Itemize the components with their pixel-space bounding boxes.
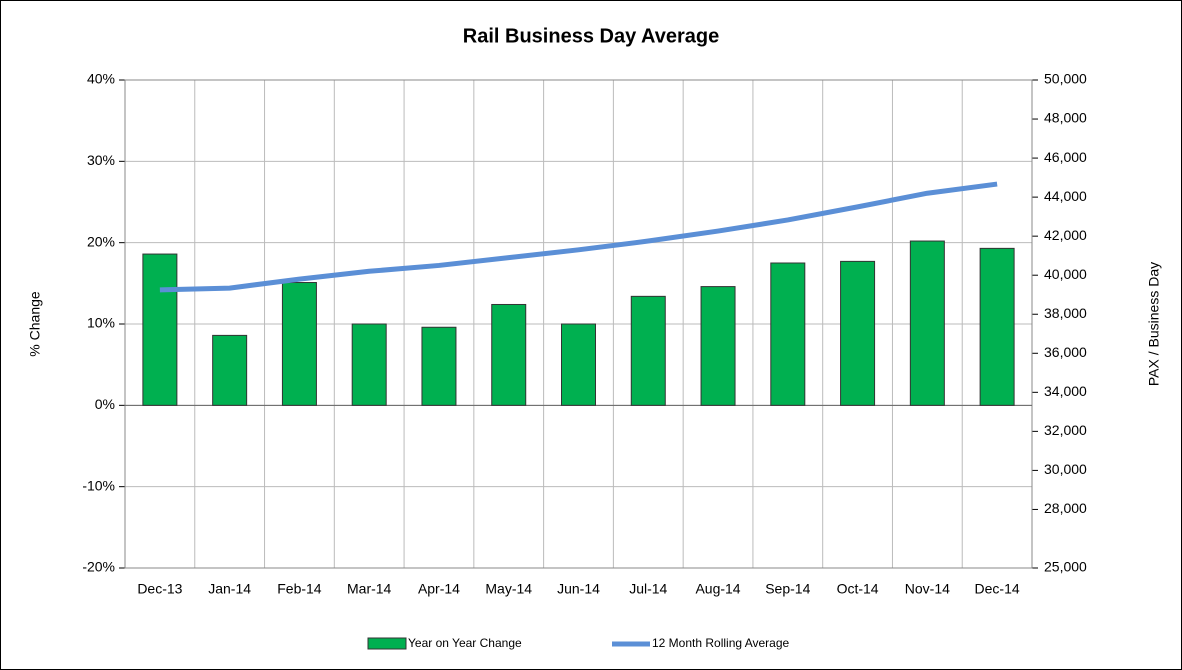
x-tick-label: Jul-14 <box>629 581 667 597</box>
y-tick-label: 40% <box>87 71 115 87</box>
bar <box>212 334 248 406</box>
y-axis-label: % Change <box>27 291 43 357</box>
y-tick-label: -10% <box>82 477 115 493</box>
bar <box>142 253 178 406</box>
x-tick-label: Dec-14 <box>975 581 1020 597</box>
x-tick-label: Feb-14 <box>277 581 322 597</box>
y2-tick-label: 28,000 <box>1044 500 1087 516</box>
y2-tick-label: 48,000 <box>1044 110 1087 126</box>
x-tick-label: Nov-14 <box>905 581 950 597</box>
chart-title: Rail Business Day Average <box>463 25 719 47</box>
y-tick-label: 0% <box>95 396 115 412</box>
bar <box>630 295 666 406</box>
bar <box>840 260 876 406</box>
bar <box>909 240 945 406</box>
line <box>159 181 998 293</box>
x-tick-label: Apr-14 <box>418 581 460 597</box>
legend-label: Year on Year Change <box>408 636 522 650</box>
y2-tick-label: 38,000 <box>1044 305 1087 321</box>
y2-tick-label: 44,000 <box>1044 188 1087 204</box>
y2-tick-label: 36,000 <box>1044 344 1087 360</box>
x-tick-label: Oct-14 <box>837 581 879 597</box>
y-tick-label: 10% <box>87 315 115 331</box>
x-tick-label: Aug-14 <box>695 581 740 597</box>
x-tick-label: Dec-13 <box>137 581 182 597</box>
y2-tick-label: 30,000 <box>1044 461 1087 477</box>
bar <box>491 303 527 406</box>
bar <box>979 247 1015 406</box>
x-tick-label: Sep-14 <box>765 581 810 597</box>
y2-axis-label: PAX / Business Day <box>1146 262 1162 386</box>
bar <box>561 323 596 406</box>
legend-label: 12 Month Rolling Average <box>652 636 790 650</box>
x-tick-label: May-14 <box>485 581 532 597</box>
x-tick-label: Jun-14 <box>557 581 600 597</box>
y2-tick-label: 40,000 <box>1044 266 1087 282</box>
x-tick-label: Mar-14 <box>347 581 392 597</box>
bar <box>281 282 317 406</box>
plot-border <box>124 79 1033 569</box>
y-tick-label: 30% <box>87 152 115 168</box>
y2-tick-label: 46,000 <box>1044 149 1087 165</box>
y2-tick-label: 32,000 <box>1044 422 1087 438</box>
y-tick-label: -20% <box>82 559 115 575</box>
y2-tick-label: 42,000 <box>1044 227 1087 243</box>
y-tick-label: 20% <box>87 233 115 249</box>
x-tick-label: Jan-14 <box>208 581 251 597</box>
y2-tick-label: 50,000 <box>1044 71 1087 87</box>
bar <box>421 326 457 406</box>
legend-swatch <box>367 637 407 650</box>
bar <box>700 286 736 406</box>
y2-tick-label: 34,000 <box>1044 383 1087 399</box>
bar <box>770 262 806 406</box>
bar <box>351 323 387 406</box>
y2-tick-label: 25,000 <box>1044 559 1087 575</box>
